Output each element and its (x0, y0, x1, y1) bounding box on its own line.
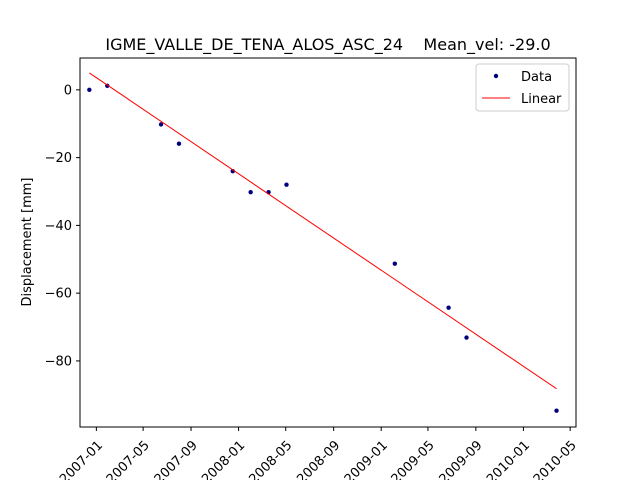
legend: Data Linear (475, 63, 570, 112)
y-tick-label: −20 (45, 151, 72, 166)
legend-label-linear: Linear (521, 92, 562, 107)
data-point (464, 335, 469, 340)
y-axis: 0 −20 −40 −60 −80 (45, 83, 80, 369)
y-tick-label: −80 (45, 354, 72, 369)
plot-area (87, 72, 559, 413)
chart-title: IGME_VALLE_DE_TENA_ALOS_ASC_24 Mean_vel:… (105, 35, 550, 55)
y-tick-label: 0 (64, 83, 72, 98)
legend-label-data: Data (521, 70, 552, 85)
data-point (176, 141, 182, 146)
data-point (554, 408, 559, 413)
data-point (87, 87, 92, 93)
linear-fit-line (89, 72, 557, 390)
data-point (392, 261, 398, 266)
y-tick-label: −60 (45, 287, 72, 302)
legend-data-marker (493, 73, 499, 79)
y-axis-label: Displacement [mm] (20, 178, 35, 307)
y-tick-label: −40 (45, 219, 72, 234)
data-point (248, 189, 253, 195)
data-point (284, 182, 289, 187)
legend-box (475, 63, 570, 112)
data-point (158, 122, 164, 127)
data-point (446, 305, 451, 310)
plot-frame (79, 57, 577, 428)
